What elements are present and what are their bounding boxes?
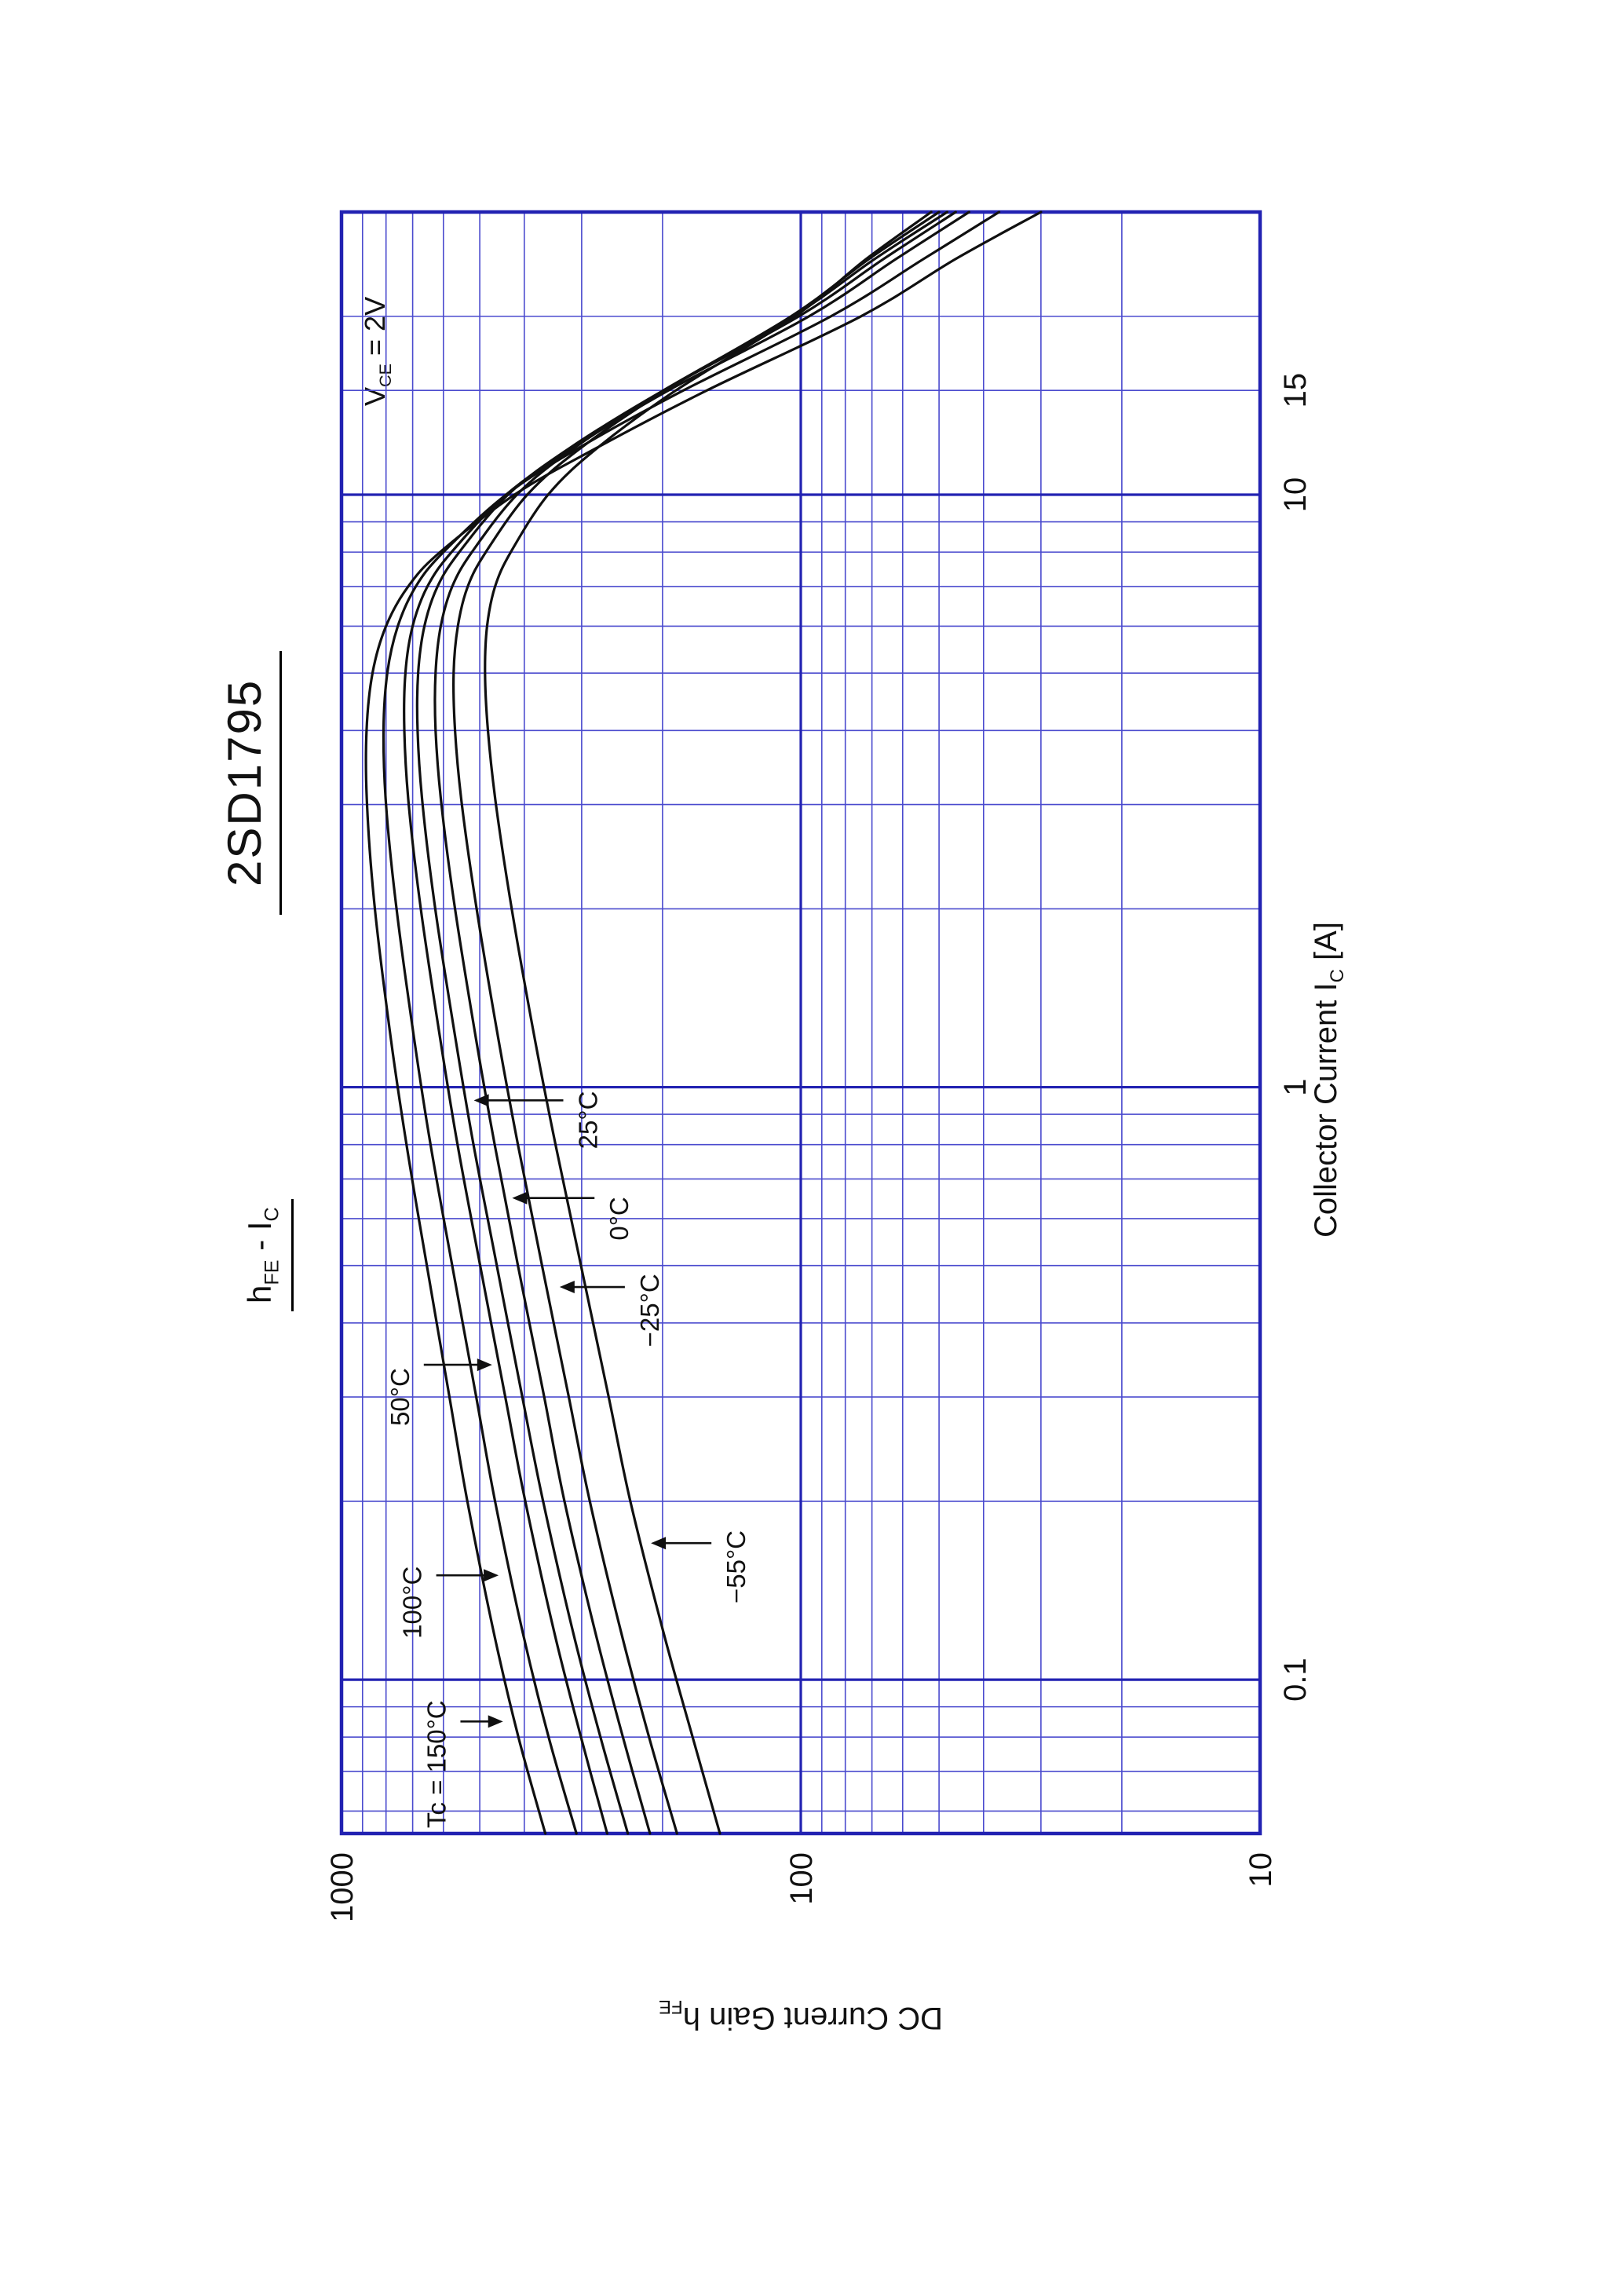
curve-label: 25°C — [573, 1091, 602, 1150]
x-tick-label: 15 — [1278, 373, 1313, 408]
hfe-ic-chart: hFE - IC 2SD1795 VCE = 2V Collector Curr… — [200, 185, 1417, 2077]
curve-tc-150c — [364, 210, 1043, 1835]
curve-label: −25°C — [635, 1274, 664, 1347]
curve-tc-50c — [403, 210, 970, 1835]
y-tick-label: 1000 — [325, 1852, 360, 1922]
y-tick-label: 100 — [784, 1852, 819, 1905]
grid-major-lines — [342, 212, 1260, 1834]
curve-label: 100°C — [398, 1567, 427, 1639]
curve-label: 50°C — [385, 1368, 415, 1426]
x-tick-label: 0.1 — [1278, 1658, 1313, 1702]
curve-label-arrowhead — [488, 1715, 503, 1728]
y-tick-label: 10 — [1244, 1852, 1278, 1888]
curve-annotations: Tc = 150°C 100°C 50°C 25°C 0°C −25°C −55°C — [385, 1091, 751, 1829]
curve-label: Tc = 150°C — [422, 1700, 451, 1828]
curve-label-arrowhead — [473, 1094, 489, 1107]
hfe-curves — [364, 210, 1043, 1835]
curve-label-arrowhead — [559, 1281, 575, 1294]
hfe-ic-plot-canvas: Tc = 150°C 100°C 50°C 25°C 0°C −25°C −55°C 0.1 1… — [325, 210, 1313, 1922]
curve-label-arrowhead — [512, 1191, 528, 1205]
curve-label-arrowhead — [651, 1537, 667, 1550]
curve-tc-25c — [415, 210, 957, 1835]
curve-label: −55°C — [721, 1530, 751, 1603]
tick-labels: 0.1 1 10 15 10 100 1000 — [325, 373, 1313, 1922]
plot-frame — [339, 210, 1262, 1836]
curve-tc-100c — [382, 210, 1001, 1835]
x-tick-label: 10 — [1278, 477, 1313, 513]
curve-tc-0c — [433, 210, 949, 1835]
curve-label: 0°C — [605, 1197, 634, 1240]
curve-tc--55c — [484, 210, 933, 1835]
curve-label-arrowhead — [484, 1569, 499, 1582]
curve-label-arrowhead — [477, 1358, 492, 1372]
x-tick-label: 1 — [1278, 1078, 1313, 1095]
curve-tc--25c — [451, 210, 941, 1835]
